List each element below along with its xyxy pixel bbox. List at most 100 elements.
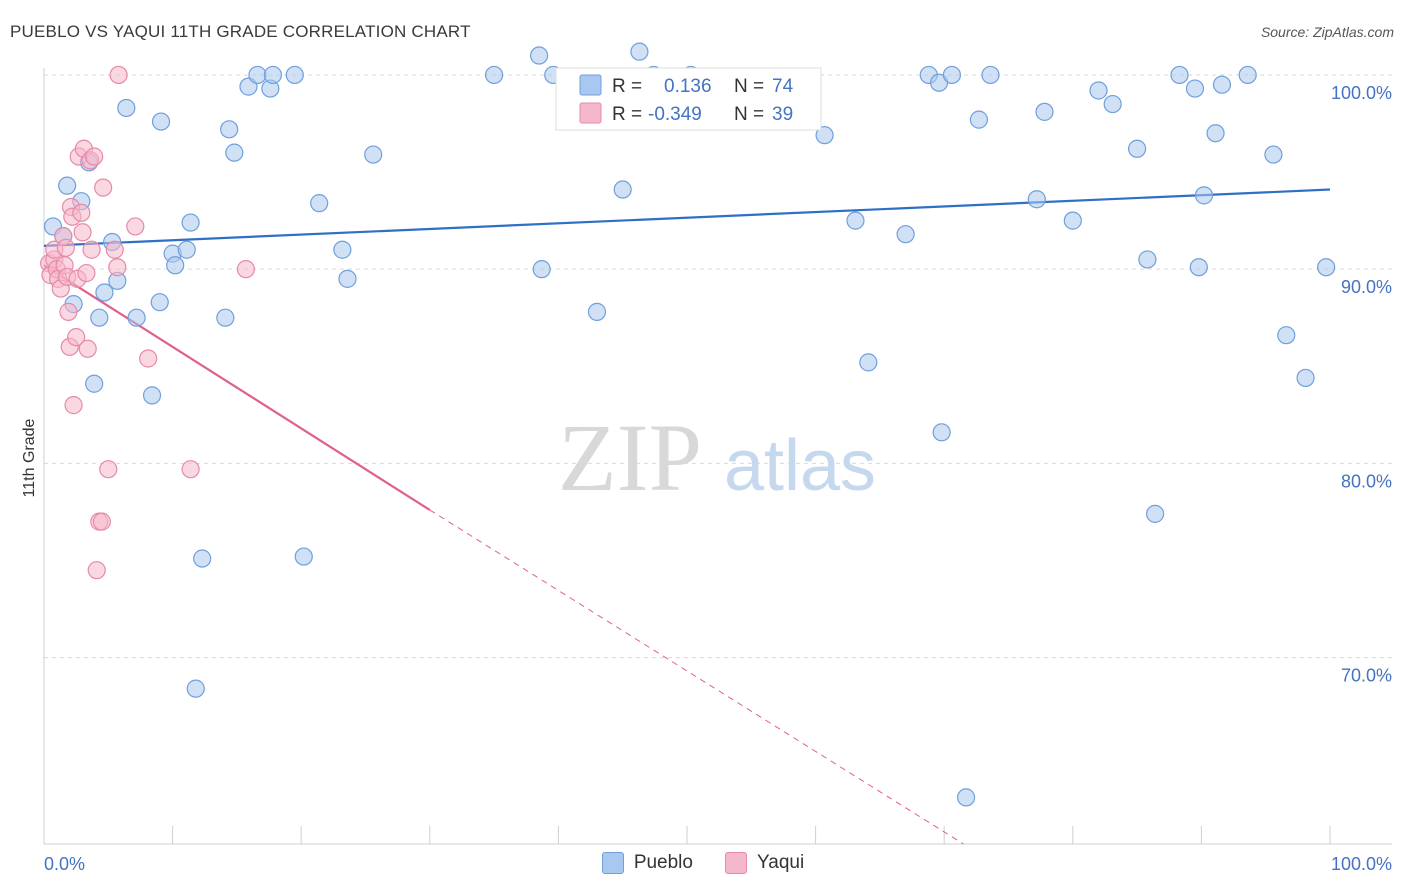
yaqui-point (87, 561, 106, 580)
yaqui-point (59, 302, 78, 321)
legend-label-pueblo: Pueblo (633, 852, 693, 873)
pueblo-point (263, 65, 283, 85)
yaqui-swatch (724, 852, 747, 874)
pueblo-point (225, 143, 244, 162)
pueblo-point (151, 112, 171, 131)
yaqui-point (64, 396, 83, 415)
pueblo-trend-line (43, 188, 1331, 247)
pueblo-point (896, 225, 915, 244)
pueblo-point (1296, 368, 1315, 388)
y-axis-label: 11th Grade (21, 418, 38, 497)
pueblo-point (630, 42, 649, 61)
pueblo-point (193, 549, 212, 568)
pueblo-point (1185, 79, 1205, 98)
pueblo-point (530, 46, 549, 65)
pueblo-point (1035, 102, 1054, 121)
yaqui-point (126, 217, 145, 236)
legend-pueblo-swatch (579, 74, 602, 96)
yaqui-point (72, 203, 91, 222)
yaqui-point (109, 65, 128, 85)
pueblo-point (95, 283, 114, 302)
legend-yaqui-n-label: N = (734, 104, 764, 125)
pueblo-point (846, 211, 865, 230)
x-tick-label-right: 100.0% (1331, 854, 1392, 874)
pueblo-point (1127, 139, 1147, 158)
pueblo-point (613, 180, 632, 199)
pueblo-point (142, 386, 162, 405)
yaqui-point (139, 349, 158, 368)
pueblo-point (1103, 94, 1122, 114)
pueblo-point (181, 213, 200, 232)
pueblo-point (1089, 81, 1108, 100)
legend-item-pueblo: Pueblo (601, 852, 693, 874)
legend-pueblo-r-value: 0.136 (664, 76, 712, 97)
chart-title: PUEBLO VS YAQUI 11TH GRADE CORRELATION C… (10, 22, 471, 41)
legend-item-yaqui: Yaqui (724, 852, 805, 874)
pueblo-swatch (601, 852, 624, 874)
yaqui-point (67, 328, 86, 347)
pueblo-point (364, 145, 383, 164)
yaqui-point (73, 223, 92, 242)
yaqui-point (236, 260, 256, 279)
y-tick-label: 80.0% (1341, 471, 1392, 491)
pueblo-point (1063, 211, 1082, 230)
pueblo-point (969, 110, 989, 129)
pueblo-point (1238, 65, 1257, 85)
pueblo-point (1027, 190, 1046, 209)
pueblo-point (220, 120, 239, 139)
watermark-zip: ZIP (558, 404, 702, 511)
yaqui-trend-extension (429, 509, 964, 845)
yaqui-point (77, 263, 96, 283)
yaqui-point (105, 240, 124, 259)
gridlines (44, 74, 1392, 659)
yaqui-point (92, 512, 111, 531)
pueblo-point (127, 308, 146, 327)
yaqui-point (99, 460, 118, 479)
pueblo-point (1212, 75, 1232, 94)
yaqui-trend-line (43, 264, 431, 511)
legend-box: R = 0.136 N = 74 R = -0.349 N = 39 (555, 67, 822, 131)
pueblo-point (1146, 504, 1165, 523)
pueblo-point (942, 65, 962, 85)
y-tick-label: 90.0% (1341, 277, 1392, 297)
legend-pueblo-r-label: R = (612, 76, 642, 97)
pueblo-point (58, 176, 77, 195)
pueblo-point (1138, 250, 1157, 269)
legend-yaqui-r-label: R = (612, 104, 642, 125)
legend-yaqui-n-value: 39 (772, 104, 793, 125)
pueblo-point (1170, 65, 1189, 85)
yaqui-point (56, 238, 75, 257)
pueblo-point (1264, 145, 1283, 164)
legend-pueblo-n-value: 74 (772, 76, 794, 97)
pueblo-point (248, 65, 267, 85)
yaqui-points (40, 65, 256, 580)
pueblo-point (485, 65, 504, 85)
pueblo-point (117, 98, 136, 118)
pueblo-point (815, 126, 834, 145)
pueblo-point (166, 256, 185, 275)
pueblo-point (981, 65, 1000, 85)
pueblo-point (338, 269, 357, 288)
pueblo-point (177, 240, 196, 259)
y-tick-label: 70.0% (1341, 666, 1392, 686)
legend-label-yaqui: Yaqui (756, 852, 805, 873)
yaqui-point (181, 460, 200, 479)
pueblo-point (285, 65, 304, 85)
yaqui-point (94, 178, 113, 197)
pueblo-point (186, 679, 205, 698)
bottom-legend: Pueblo Yaqui (0, 852, 1406, 874)
y-tick-labels: 100.0% 90.0% 80.0% 70.0% (1331, 83, 1392, 686)
pueblo-point (310, 194, 329, 213)
watermark: ZIP atlas (558, 404, 876, 511)
legend-yaqui-swatch (579, 102, 602, 124)
pueblo-point (1194, 186, 1214, 205)
yaqui-point (85, 147, 104, 166)
y-tick-label: 100.0% (1331, 83, 1392, 103)
pueblo-point (333, 240, 352, 259)
x-tick-labels: 0.0% 100.0% (44, 854, 1392, 874)
pueblo-point (1189, 258, 1208, 277)
pueblo-point (932, 423, 951, 442)
yaqui-point (82, 240, 101, 259)
yaqui-point (78, 339, 97, 358)
pueblo-point (1317, 258, 1336, 277)
